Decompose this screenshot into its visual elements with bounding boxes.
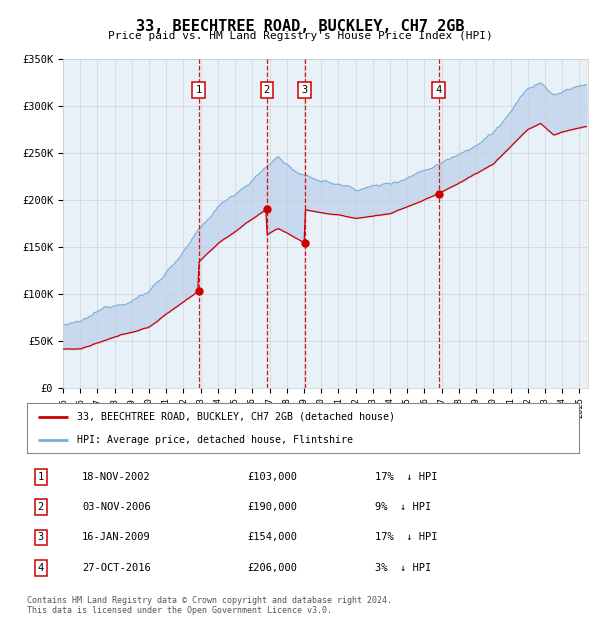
Text: 17%  ↓ HPI: 17% ↓ HPI <box>375 533 437 542</box>
Text: £103,000: £103,000 <box>248 472 298 482</box>
Text: 2: 2 <box>263 85 270 95</box>
Text: 9%  ↓ HPI: 9% ↓ HPI <box>375 502 431 512</box>
Text: 3%  ↓ HPI: 3% ↓ HPI <box>375 563 431 573</box>
Text: 3: 3 <box>302 85 308 95</box>
Text: 1: 1 <box>38 472 44 482</box>
Text: 33, BEECHTREE ROAD, BUCKLEY, CH7 2GB: 33, BEECHTREE ROAD, BUCKLEY, CH7 2GB <box>136 19 464 33</box>
Text: 18-NOV-2002: 18-NOV-2002 <box>82 472 151 482</box>
Text: HPI: Average price, detached house, Flintshire: HPI: Average price, detached house, Flin… <box>77 435 353 445</box>
Text: £190,000: £190,000 <box>248 502 298 512</box>
Text: 2: 2 <box>38 502 44 512</box>
Text: £154,000: £154,000 <box>248 533 298 542</box>
Text: 4: 4 <box>38 563 44 573</box>
Text: 27-OCT-2016: 27-OCT-2016 <box>82 563 151 573</box>
Text: 4: 4 <box>436 85 442 95</box>
Text: 03-NOV-2006: 03-NOV-2006 <box>82 502 151 512</box>
Text: 3: 3 <box>38 533 44 542</box>
Text: 16-JAN-2009: 16-JAN-2009 <box>82 533 151 542</box>
Text: 33, BEECHTREE ROAD, BUCKLEY, CH7 2GB (detached house): 33, BEECHTREE ROAD, BUCKLEY, CH7 2GB (de… <box>77 412 395 422</box>
Text: 17%  ↓ HPI: 17% ↓ HPI <box>375 472 437 482</box>
Text: Price paid vs. HM Land Registry's House Price Index (HPI): Price paid vs. HM Land Registry's House … <box>107 31 493 41</box>
Text: Contains HM Land Registry data © Crown copyright and database right 2024.
This d: Contains HM Land Registry data © Crown c… <box>27 596 392 615</box>
Text: £206,000: £206,000 <box>248 563 298 573</box>
Text: 1: 1 <box>196 85 202 95</box>
